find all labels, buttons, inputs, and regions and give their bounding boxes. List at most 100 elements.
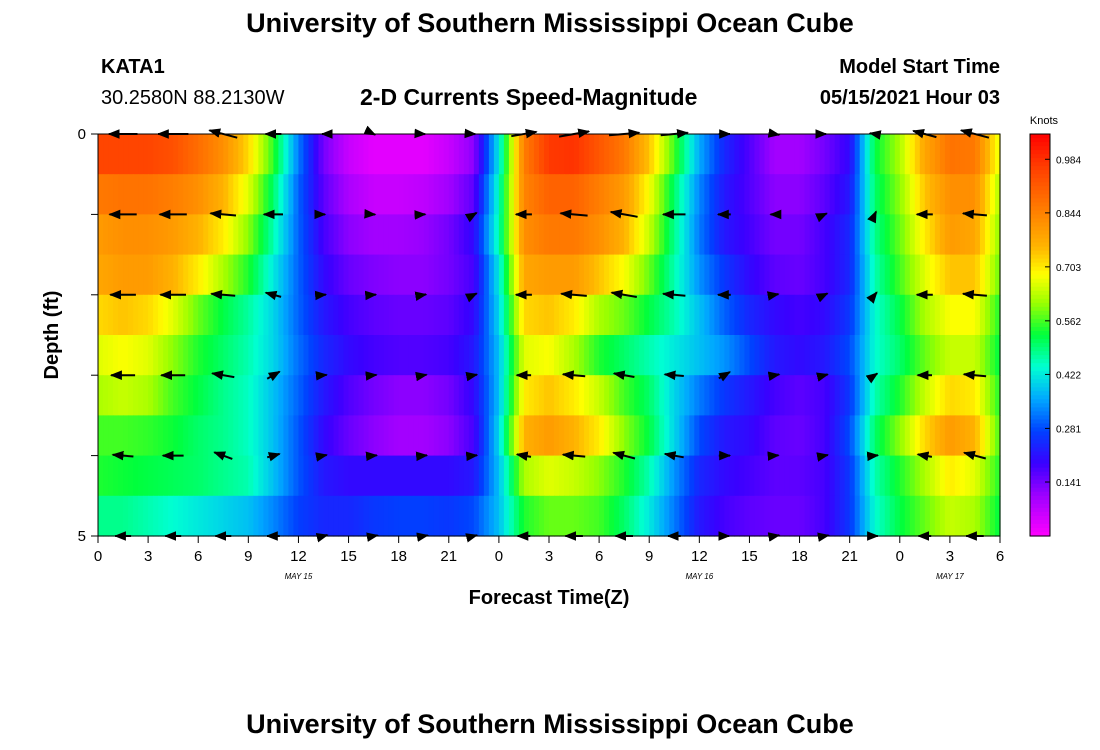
heatmap-cell	[118, 375, 124, 416]
heatmap-cell	[283, 214, 290, 256]
heatmap-cell	[819, 415, 826, 457]
heatmap-cell	[609, 335, 615, 376]
current-vector	[315, 371, 328, 381]
heatmap-cell	[704, 174, 710, 215]
colorbar-band	[1030, 234, 1050, 240]
heatmap-cell	[498, 455, 505, 497]
heatmap-cell	[153, 455, 159, 497]
heatmap-cell	[859, 415, 866, 457]
heatmap-cell	[173, 455, 179, 497]
heatmap-cell	[143, 335, 149, 376]
heatmap-cell	[974, 254, 981, 296]
heatmap-cell	[889, 294, 896, 336]
heatmap-cell	[223, 174, 229, 215]
heatmap-cell	[188, 375, 194, 416]
heatmap-cell	[518, 335, 525, 376]
heatmap-cell	[273, 174, 279, 215]
heatmap-cell	[433, 455, 440, 497]
heatmap-cell	[333, 294, 340, 336]
heatmap-cell	[554, 375, 560, 416]
heatmap-cell	[218, 174, 224, 215]
heatmap-cell	[243, 214, 249, 256]
heatmap-cell	[158, 134, 164, 175]
heatmap-cell	[559, 214, 565, 256]
heatmap-cell	[398, 174, 405, 215]
heatmap-cell	[944, 294, 951, 336]
heatmap-cell	[874, 415, 881, 457]
heatmap-cell	[503, 134, 510, 175]
heatmap-cell	[939, 415, 946, 457]
heatmap-cell	[684, 174, 690, 215]
heatmap-cell	[649, 134, 655, 175]
heatmap-cell	[183, 174, 189, 215]
heatmap-cell	[103, 214, 109, 256]
heatmap-cell	[408, 214, 415, 256]
heatmap-cell	[729, 214, 736, 256]
heatmap-cell	[153, 294, 159, 336]
heatmap-cell	[238, 294, 244, 336]
heatmap-cell	[128, 134, 134, 175]
heatmap-cell	[859, 294, 866, 336]
colorbar-band	[1030, 467, 1050, 473]
colorbar-band	[1030, 226, 1050, 232]
heatmap-cell	[764, 174, 771, 215]
heatmap-cell	[674, 254, 680, 296]
heatmap-cell	[929, 375, 936, 416]
current-vector	[814, 212, 828, 223]
heatmap-cell	[303, 495, 310, 537]
heatmap-cell	[243, 455, 249, 497]
heatmap-cell	[969, 455, 976, 497]
heatmap-cell	[123, 294, 129, 336]
heatmap-cell	[869, 214, 876, 256]
heatmap-cell	[684, 294, 690, 336]
heatmap-cell	[619, 254, 625, 296]
heatmap-cell	[779, 455, 786, 497]
heatmap-cell	[604, 495, 610, 537]
heatmap-cell	[358, 254, 365, 296]
heatmap-cell	[824, 335, 831, 376]
heatmap-cell	[148, 214, 154, 256]
heatmap-cell	[428, 134, 435, 175]
heatmap-cell	[358, 214, 365, 256]
heatmap-cell	[328, 134, 335, 175]
colorbar-band	[1030, 503, 1050, 509]
heatmap-cell	[559, 134, 565, 175]
heatmap-cell	[393, 174, 400, 215]
heatmap-cell	[719, 134, 725, 175]
heatmap-cell	[929, 134, 936, 175]
heatmap-cell	[644, 495, 650, 537]
heatmap-cell	[238, 455, 244, 497]
heatmap-cell	[989, 415, 996, 457]
colorbar-band	[1030, 391, 1050, 396]
heatmap-cell	[879, 254, 886, 296]
colorbar-band	[1030, 335, 1050, 340]
colorbar-band	[1030, 347, 1050, 352]
heatmap-cell	[779, 415, 786, 457]
heatmap-cell	[974, 415, 981, 457]
heatmap-cell	[508, 335, 515, 376]
heatmap-cell	[328, 495, 335, 537]
heatmap-cell	[513, 294, 520, 336]
heatmap-cell	[98, 254, 104, 296]
heatmap-cell	[889, 415, 896, 457]
heatmap-cell	[934, 254, 941, 296]
heatmap-cell	[283, 174, 290, 215]
heatmap-cell	[714, 375, 720, 416]
heatmap-cell	[138, 455, 144, 497]
heatmap-cell	[218, 495, 224, 537]
heatmap-cell	[443, 335, 450, 376]
heatmap-cell	[784, 335, 791, 376]
heatmap-cell	[924, 415, 931, 457]
heatmap-cell	[533, 294, 540, 336]
heatmap-cell	[749, 134, 756, 175]
heatmap-cell	[909, 174, 916, 215]
heatmap-cell	[599, 375, 605, 416]
heatmap-cell	[108, 294, 114, 336]
colorbar-band	[1030, 463, 1050, 469]
heatmap-cell	[223, 254, 229, 296]
heatmap-cell	[188, 254, 194, 296]
heatmap-cell	[994, 254, 1001, 296]
heatmap-cell	[914, 335, 921, 376]
heatmap-cell	[468, 375, 475, 416]
heatmap-cell	[764, 294, 771, 336]
